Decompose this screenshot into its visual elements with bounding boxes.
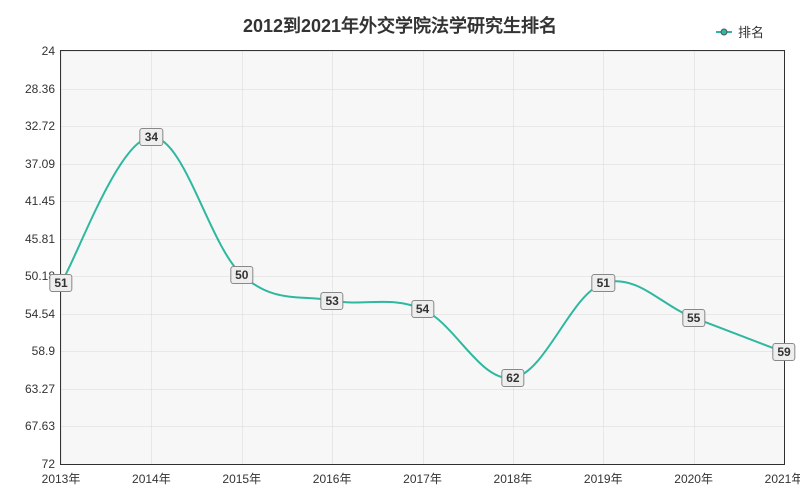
- x-tick-label: 2013年: [42, 470, 81, 487]
- data-label: 53: [320, 292, 343, 310]
- grid-line-v: [423, 51, 424, 464]
- y-tick-label: 54.54: [25, 307, 55, 321]
- y-tick-label: 32.72: [25, 119, 55, 133]
- x-tick-label: 2015年: [222, 470, 261, 487]
- data-label: 34: [140, 128, 163, 146]
- data-label: 62: [501, 369, 524, 387]
- chart-title: 2012到2021年外交学院法学研究生排名: [243, 12, 557, 38]
- legend-marker: [716, 27, 732, 37]
- y-tick-label: 37.09: [25, 157, 55, 171]
- data-label: 54: [411, 300, 434, 318]
- y-tick-label: 72: [42, 457, 55, 471]
- legend: 排名: [710, 20, 770, 43]
- grid-line-v: [332, 51, 333, 464]
- x-tick-label: 2019年: [584, 470, 623, 487]
- x-tick-label: 2017年: [403, 470, 442, 487]
- y-tick-label: 67.63: [25, 419, 55, 433]
- plot-area: 2428.3632.7237.0941.4545.8150.1854.5458.…: [60, 50, 785, 465]
- x-tick-label: 2018年: [494, 470, 533, 487]
- grid-line-v: [242, 51, 243, 464]
- grid-line-v: [784, 51, 785, 464]
- grid-line-v: [603, 51, 604, 464]
- y-tick-label: 41.45: [25, 194, 55, 208]
- x-tick-label: 2014年: [132, 470, 171, 487]
- x-tick-label: 2020年: [674, 470, 713, 487]
- data-label: 50: [230, 266, 253, 284]
- grid-line-v: [151, 51, 152, 464]
- y-tick-label: 63.27: [25, 382, 55, 396]
- chart-container: 2012到2021年外交学院法学研究生排名 排名 2428.3632.7237.…: [0, 0, 800, 500]
- grid-line-h: [61, 464, 784, 465]
- grid-line-v: [61, 51, 62, 464]
- y-tick-label: 28.36: [25, 82, 55, 96]
- legend-label: 排名: [738, 22, 764, 41]
- y-tick-label: 58.9: [32, 344, 55, 358]
- data-label: 59: [772, 343, 795, 361]
- y-tick-label: 45.81: [25, 232, 55, 246]
- grid-line-v: [513, 51, 514, 464]
- grid-line-v: [694, 51, 695, 464]
- data-label: 55: [682, 309, 705, 327]
- x-tick-label: 2016年: [313, 470, 352, 487]
- y-tick-label: 24: [42, 44, 55, 58]
- x-tick-label: 2021年: [765, 470, 800, 487]
- data-label: 51: [49, 274, 72, 292]
- data-label: 51: [592, 274, 615, 292]
